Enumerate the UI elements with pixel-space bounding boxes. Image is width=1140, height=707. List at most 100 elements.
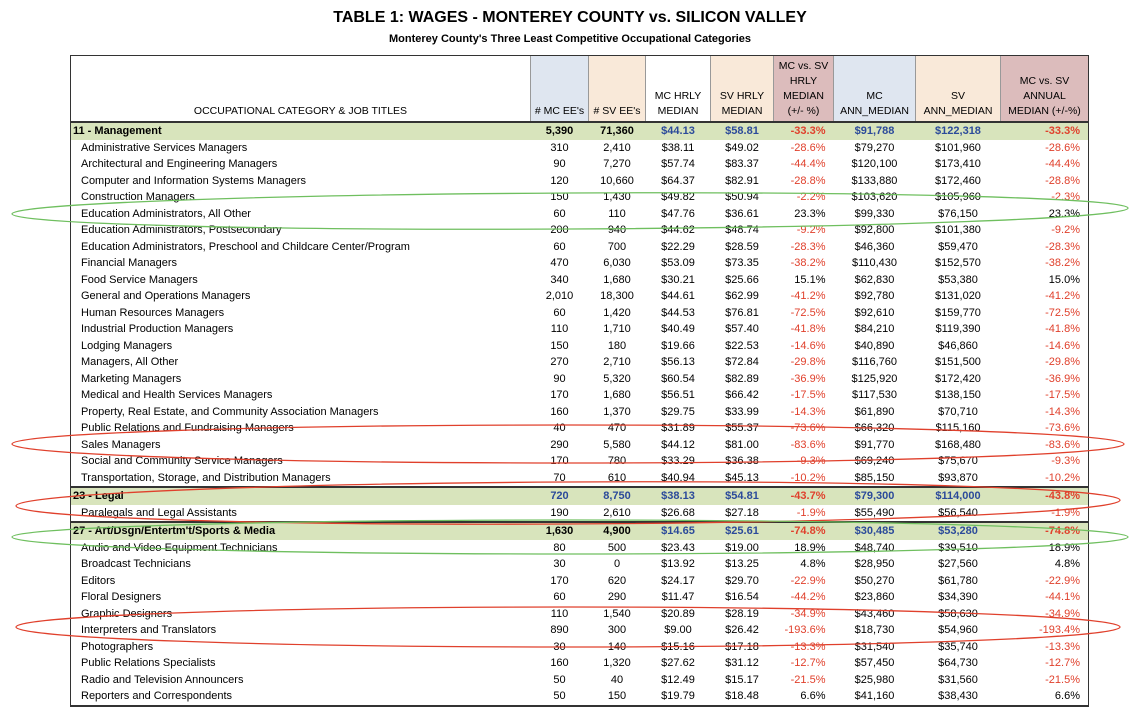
mc-hourly-median: $60.54 bbox=[661, 372, 695, 385]
table-row: Architectural and Engineering Managers 90… bbox=[70, 156, 1089, 173]
job-title: Education Administrators, All Other bbox=[70, 205, 531, 222]
job-title: Architectural and Engineering Managers bbox=[70, 156, 531, 173]
sv-employees: 18,300 bbox=[600, 290, 634, 303]
sv-annual-median: $101,380 bbox=[935, 224, 981, 237]
header-sv-ees: # SV EE's bbox=[588, 55, 646, 123]
mc-annual-median: $92,610 bbox=[854, 306, 895, 319]
mc-employees: 170 bbox=[550, 574, 569, 587]
mc-hourly-median: $40.94 bbox=[661, 471, 695, 484]
sv-hourly-median: $28.59 bbox=[725, 240, 759, 253]
sv-annual-median: $131,020 bbox=[935, 290, 981, 303]
sv-employees: 1,710 bbox=[603, 323, 631, 336]
table-row: Managers, All Other 270 2,710 $56.13 $72.84 -… bbox=[70, 354, 1089, 371]
table-row: Social and Community Service Managers 170… bbox=[70, 453, 1089, 470]
job-title: 23 - Legal bbox=[70, 486, 531, 505]
sv-employees: 4,900 bbox=[588, 521, 646, 540]
hourly-diff-pct: -10.2% bbox=[790, 471, 826, 484]
job-title: 11 - Management bbox=[70, 122, 531, 140]
sv-employees: 610 bbox=[607, 471, 627, 484]
job-title: Marketing Managers bbox=[70, 370, 531, 387]
table-row: Reporters and Correspondents 50 150 $19.79 $… bbox=[70, 688, 1089, 707]
sv-employees: 780 bbox=[607, 455, 627, 468]
sv-hourly-median: $27.18 bbox=[725, 506, 759, 519]
table-row: Education Administrators, All Other 60 110… bbox=[70, 205, 1089, 222]
sv-annual-median: $173,410 bbox=[935, 158, 981, 171]
sv-hourly-median: $82.91 bbox=[725, 174, 759, 187]
sv-employees: 0 bbox=[613, 558, 621, 571]
mc-annual-median: $84,210 bbox=[854, 323, 895, 336]
annual-diff-pct: -44.1% bbox=[1000, 589, 1089, 606]
job-title: Construction Managers bbox=[70, 189, 531, 206]
sv-employees: 110 bbox=[608, 207, 626, 220]
header-mc-ann: MC ANN_MEDIAN bbox=[833, 55, 916, 123]
sv-employees: 1,370 bbox=[603, 405, 631, 418]
sv-annual-median: $105,960 bbox=[935, 191, 981, 204]
annual-diff-pct: 18.9% bbox=[1000, 539, 1089, 556]
category-row: 23 - Legal 720 8,750 $38.13 $54.81 -43.7% $79,… bbox=[70, 486, 1089, 505]
sv-employees: 150 bbox=[588, 688, 646, 707]
sv-employees: 470 bbox=[607, 422, 627, 435]
mc-annual-median: $69,240 bbox=[854, 455, 895, 468]
job-title: Industrial Production Managers bbox=[70, 321, 531, 338]
hourly-diff-pct: -43.7% bbox=[773, 486, 834, 505]
annual-diff-pct: -36.9% bbox=[1000, 370, 1089, 387]
mc-hourly-median: $44.13 bbox=[645, 122, 711, 140]
sv-hourly-median: $81.00 bbox=[725, 438, 759, 451]
hourly-diff-pct: -2.2% bbox=[796, 191, 826, 204]
sv-annual-median: $119,390 bbox=[935, 323, 981, 336]
mc-annual-median: $43,460 bbox=[854, 607, 895, 620]
table-row: Construction Managers 150 1,430 $49.82 $50.9… bbox=[70, 189, 1089, 206]
sv-annual-median: $53,280 bbox=[915, 521, 1001, 540]
annual-diff-pct: -14.6% bbox=[1000, 337, 1089, 354]
mc-employees: 50 bbox=[530, 688, 589, 707]
hourly-diff-pct: -9.3% bbox=[796, 455, 826, 468]
table-row: Financial Managers 470 6,030 $53.09 $73.35 -3… bbox=[70, 255, 1089, 272]
mc-hourly-median: $44.62 bbox=[661, 224, 695, 237]
mc-hourly-median: $47.76 bbox=[661, 207, 695, 220]
mc-hourly-median: $56.13 bbox=[661, 356, 695, 369]
sv-hourly-median: $45.13 bbox=[725, 471, 759, 484]
annual-diff-pct: -10.2% bbox=[1000, 469, 1089, 487]
mc-employees: 190 bbox=[550, 506, 569, 519]
mc-hourly-median: $19.66 bbox=[661, 339, 695, 352]
hourly-diff-pct: -12.7% bbox=[790, 657, 826, 670]
mc-employees: 890 bbox=[550, 624, 569, 637]
sv-employees: 8,750 bbox=[588, 486, 646, 505]
mc-hourly-median: $44.12 bbox=[661, 438, 695, 451]
mc-annual-median: $50,270 bbox=[854, 574, 895, 587]
header-mc-hrly: MC HRLY MEDIAN bbox=[645, 55, 711, 123]
mc-annual-median: $85,150 bbox=[854, 471, 895, 484]
sv-hourly-median: $31.12 bbox=[725, 657, 759, 670]
job-title: Radio and Television Announcers bbox=[70, 671, 531, 688]
hourly-diff-pct: -41.2% bbox=[790, 290, 826, 303]
annual-diff-pct: -21.5% bbox=[1000, 671, 1089, 688]
mc-annual-median: $46,360 bbox=[854, 240, 895, 253]
sv-annual-median: $34,390 bbox=[938, 591, 978, 604]
header-category: OCCUPATIONAL CATEGORY & JOB TITLES bbox=[70, 55, 531, 123]
mc-hourly-median: $9.00 bbox=[664, 624, 692, 637]
annual-diff-pct: -38.2% bbox=[1000, 255, 1089, 272]
sv-employees: 10,660 bbox=[600, 174, 634, 187]
annual-diff-pct: -17.5% bbox=[1000, 387, 1089, 404]
table-row: Radio and Television Announcers 50 40 $12.4… bbox=[70, 671, 1089, 688]
sv-annual-median: $46,860 bbox=[938, 339, 978, 352]
sv-employees: 1,540 bbox=[603, 607, 631, 620]
mc-hourly-median: $15.16 bbox=[661, 640, 695, 653]
mc-employees: 70 bbox=[553, 471, 566, 484]
header-row: OCCUPATIONAL CATEGORY & JOB TITLES # MC … bbox=[70, 55, 1089, 123]
sv-employees: 180 bbox=[607, 339, 627, 352]
sv-annual-median: $115,160 bbox=[935, 422, 981, 435]
mc-annual-median: $117,530 bbox=[851, 389, 898, 402]
mc-annual-median: $31,540 bbox=[854, 640, 895, 653]
header-sv-hrly: SV HRLY MEDIAN bbox=[710, 55, 774, 123]
annual-diff-pct: 6.6% bbox=[1000, 688, 1089, 707]
sv-hourly-median: $48.74 bbox=[725, 224, 759, 237]
job-title: 27 - Art/Dsgn/Entertm't/Sports & Media bbox=[70, 521, 531, 540]
sv-annual-median: $31,560 bbox=[938, 673, 978, 686]
job-title: Broadcast Technicians bbox=[70, 556, 531, 573]
sv-annual-median: $27,560 bbox=[938, 558, 978, 571]
sv-hourly-median: $36.61 bbox=[725, 207, 759, 220]
mc-annual-median: $79,270 bbox=[854, 141, 895, 154]
table-row: Lodging Managers 150 180 $19.66 $22.53 -14.6%… bbox=[70, 337, 1089, 354]
sv-hourly-median: $19.00 bbox=[725, 541, 759, 554]
